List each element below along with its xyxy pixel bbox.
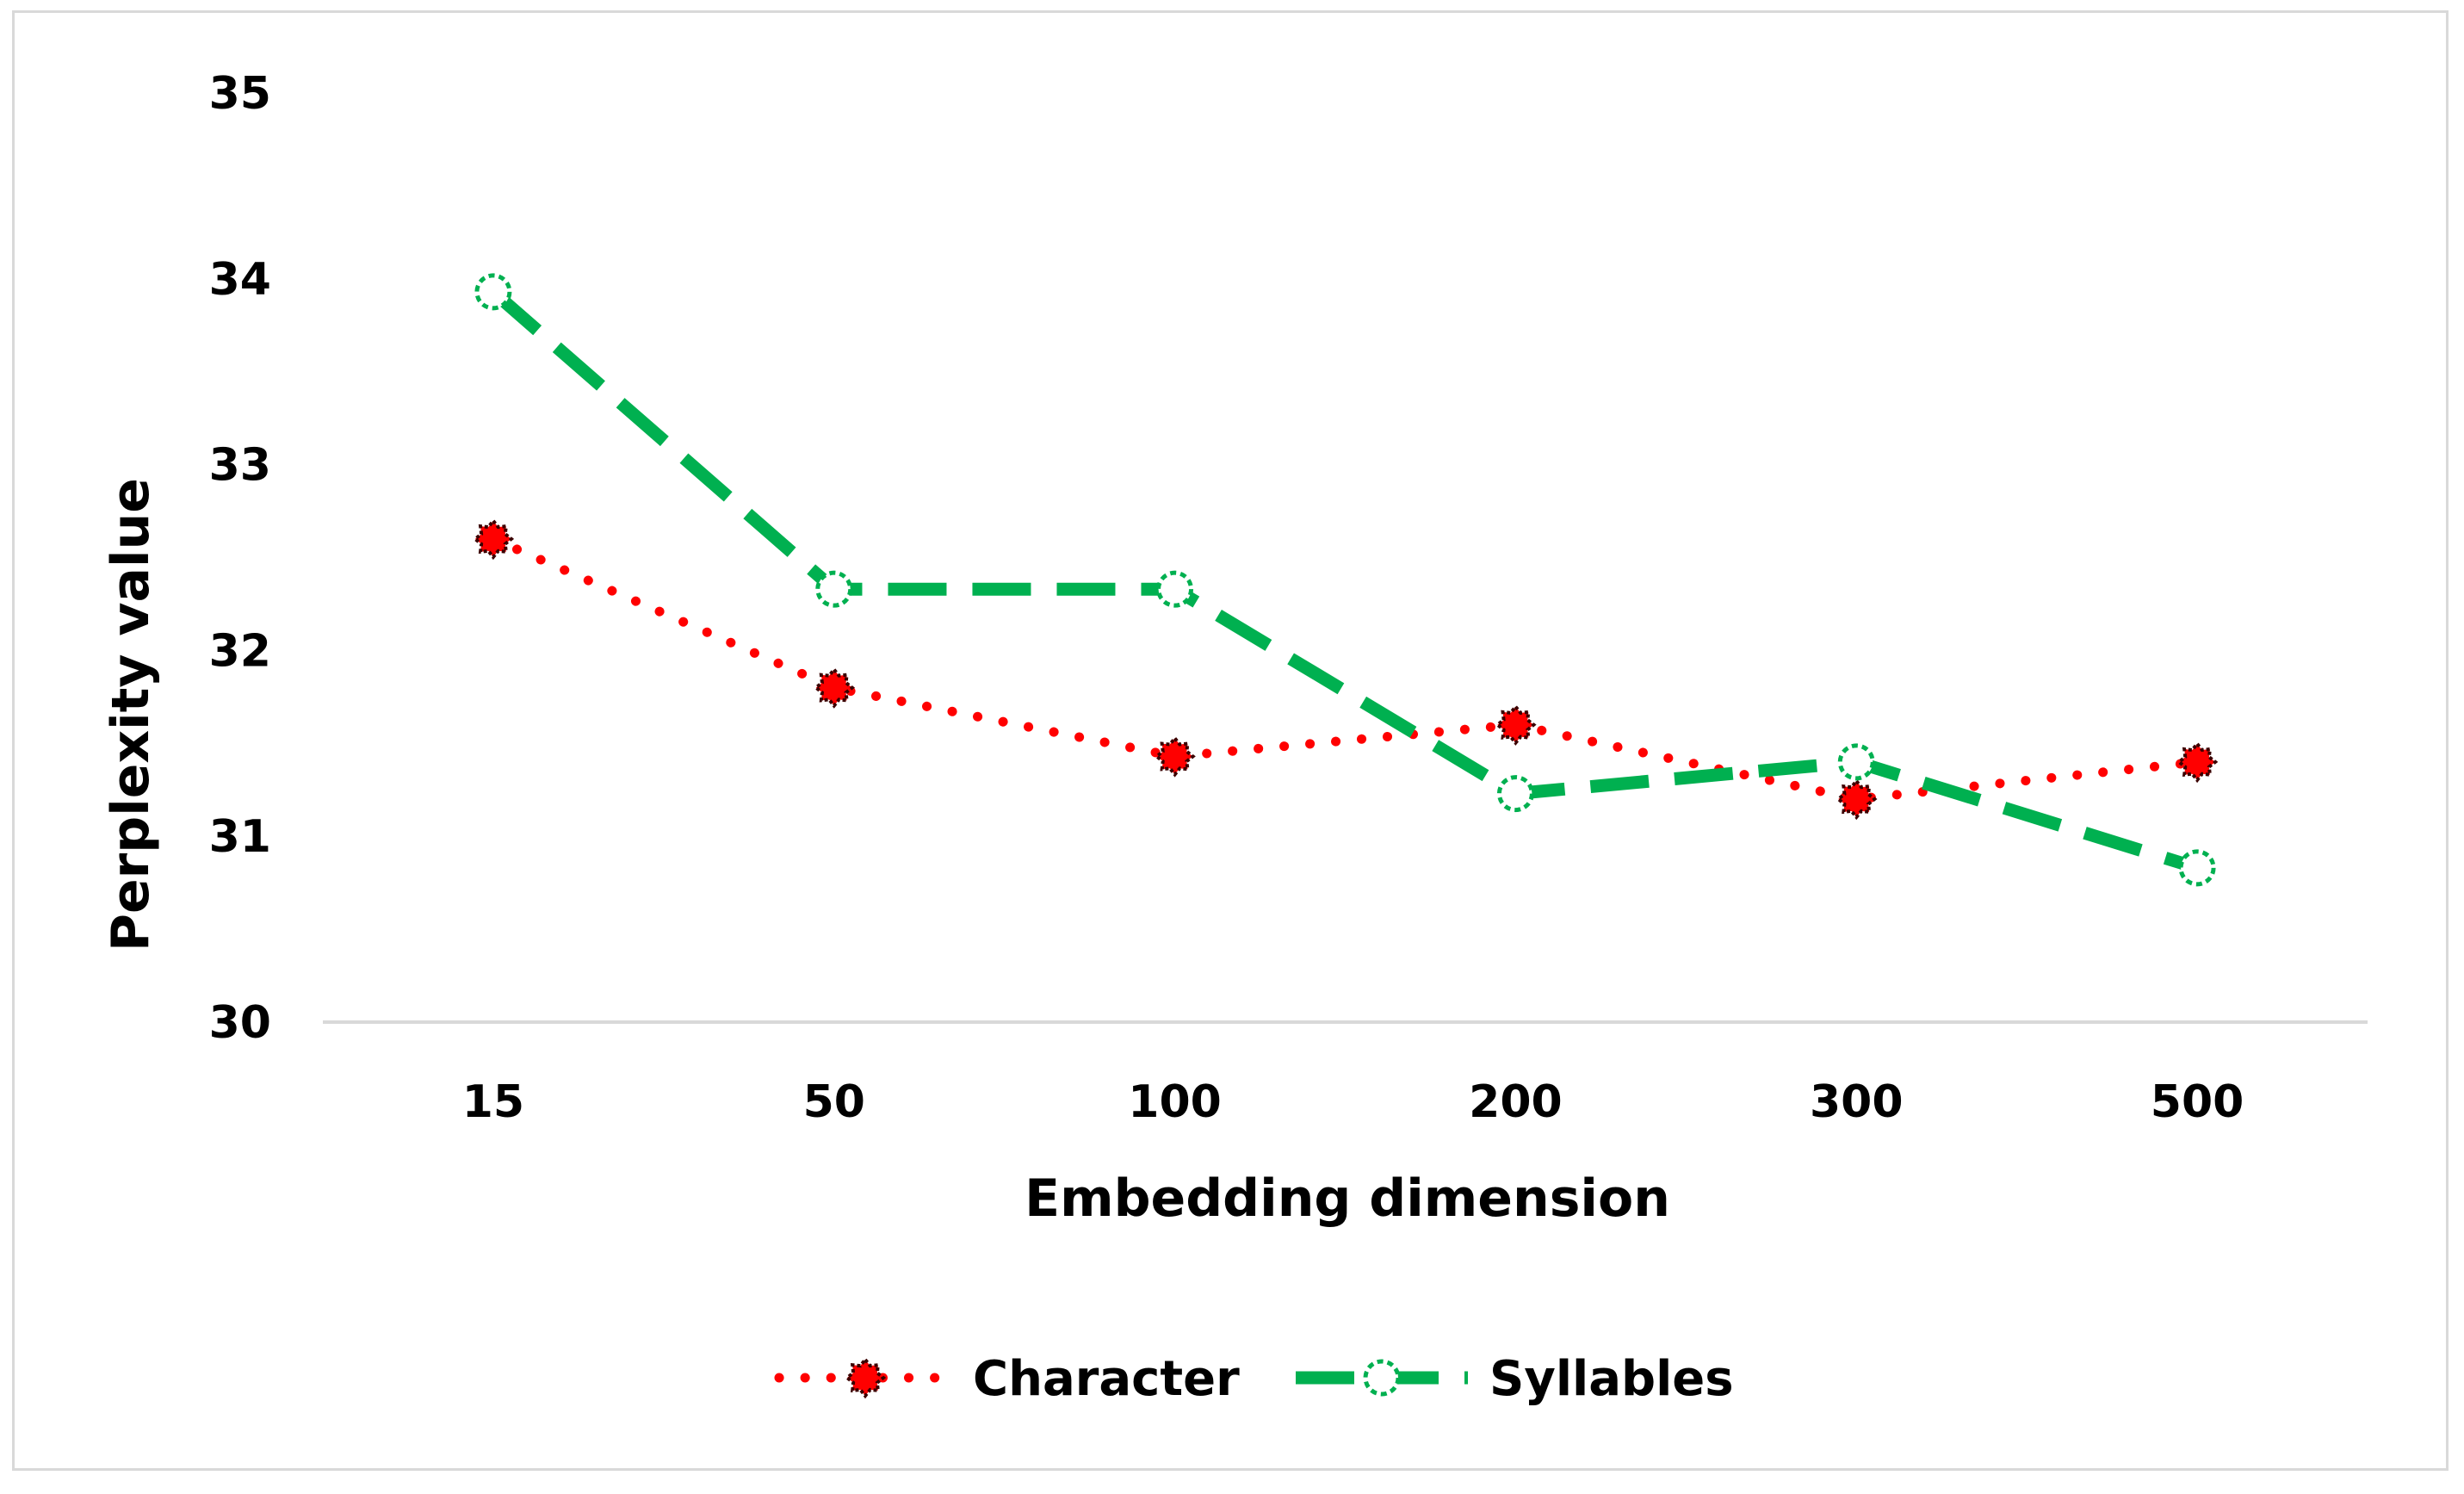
legend-label: Character [973,1351,1240,1407]
data-point-syllables [474,273,512,311]
data-point-character [1495,704,1537,746]
x-tick-label: 100 [1128,1076,1222,1128]
x-tick-label: 50 [803,1076,865,1128]
data-point-syllables [815,570,853,608]
data-point-character [1836,778,1878,821]
legend-item-syllables: Syllables [1296,1351,1734,1407]
data-point-syllables [1156,570,1194,608]
data-point-character [472,518,515,561]
x-tick-label: 200 [1469,1076,1563,1128]
y-tick-labels: 30 31 32 33 34 35 [209,68,271,1049]
y-tick-label: 34 [209,254,271,306]
legend-marker [844,1356,887,1399]
y-tick-label: 30 [209,997,271,1049]
y-tick-label: 32 [209,625,271,677]
y-tick-label: 35 [209,68,271,120]
series-layer [472,273,2219,887]
data-point-syllables [2178,849,2216,887]
data-point-character [2176,741,2219,784]
legend-item-character: Character [774,1351,1240,1407]
data-point-character [813,666,856,709]
series-line-character [488,534,2202,804]
data-point-syllables [1496,775,1534,813]
legend-label: Syllables [1489,1351,1734,1407]
y-axis-title: Perplexity value [101,478,161,952]
y-tick-label: 31 [209,811,271,863]
x-tick-label: 15 [462,1076,524,1128]
chart-frame [12,10,2449,1471]
data-point-syllables [1837,743,1875,781]
series-line-syllables [488,287,2200,875]
x-axis-title: Embedding dimension [1025,1169,1670,1229]
legend: Character Syllables [774,1351,1734,1407]
data-point-character [1154,735,1196,778]
y-tick-label: 33 [209,440,271,492]
x-tick-label: 300 [1810,1076,1904,1128]
x-tick-label: 500 [2151,1076,2244,1128]
x-tick-labels: 15 50 100 200 300 500 [462,1076,2244,1128]
legend-marker [1363,1359,1401,1397]
